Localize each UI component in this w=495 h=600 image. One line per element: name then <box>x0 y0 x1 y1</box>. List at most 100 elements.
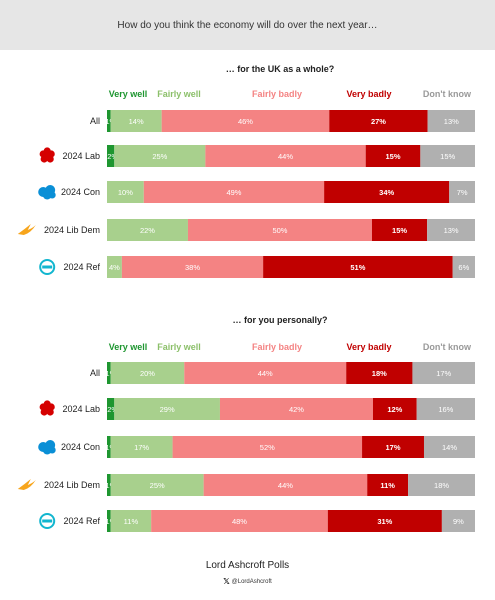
data-label: 17% <box>134 443 149 452</box>
legend-very-well: Very well <box>109 89 148 99</box>
data-label: 4% <box>109 263 120 272</box>
bar-segment-fairly-well <box>107 219 188 241</box>
data-label: 15% <box>440 152 455 161</box>
footer: Lord Ashcroft Polls 𝕏 @LordAshcroft <box>0 560 495 589</box>
data-label: 12% <box>387 405 402 414</box>
data-label: 29% <box>160 405 175 414</box>
bar-segment-fairly-well <box>110 436 173 458</box>
bar-segment-fairly-badly <box>219 398 373 420</box>
data-label: 2% <box>107 152 118 161</box>
bar-segment-very-well <box>107 436 111 458</box>
row-label: 2024 Lab <box>62 151 100 161</box>
data-label: 6% <box>458 263 469 272</box>
data-label: 20% <box>140 369 155 378</box>
data-label: 10% <box>118 188 133 197</box>
data-label: 18% <box>434 481 449 490</box>
bar-segment-fairly-badly <box>205 145 366 167</box>
data-label: 25% <box>150 481 165 490</box>
data-label: 34% <box>379 188 394 197</box>
bar-segment-don-t-know <box>412 362 475 384</box>
bar-segment-don-t-know <box>427 110 475 132</box>
data-label: 9% <box>453 517 464 526</box>
data-label: 11% <box>124 517 139 526</box>
bar-segment-fairly-well <box>110 474 204 496</box>
data-label: 17% <box>436 369 451 378</box>
bar-segment-fairly-well <box>114 145 206 167</box>
bar-segment-fairly-well <box>110 362 185 384</box>
bar-segment-fairly-badly <box>172 436 363 458</box>
data-label: 15% <box>386 152 401 161</box>
x-logo-icon: 𝕏 <box>223 577 230 586</box>
social-handle-row: 𝕏 @LordAshcroft <box>223 577 272 586</box>
data-label: 46% <box>238 117 253 126</box>
bar-segment-very-badly <box>365 145 421 167</box>
legend-fairly-well: Fairly well <box>157 89 201 99</box>
bar-segment-very-well <box>107 362 111 384</box>
bar-segment-fairly-badly <box>151 510 328 532</box>
labour-rose-icon <box>39 147 55 163</box>
bar-segment-very-well <box>107 398 115 420</box>
data-label: 25% <box>152 152 167 161</box>
row-label: All <box>90 368 100 378</box>
legend-very-badly: Very badly <box>346 89 391 99</box>
data-label: 15% <box>392 226 407 235</box>
panel-title: … for the UK as a whole? <box>226 64 335 74</box>
brand-name: Lord Ashcroft Polls <box>205 560 290 571</box>
bar-segment-very-badly <box>367 474 409 496</box>
bar-segment-fairly-badly <box>184 362 347 384</box>
legend-fairly-badly: Fairly badly <box>252 342 302 352</box>
question-text: How do you think the economy will do ove… <box>117 19 378 31</box>
row-label: 2024 Con <box>61 187 100 197</box>
bar-segment-very-well <box>107 510 111 532</box>
row-label: 2024 Lib Dem <box>44 480 100 490</box>
data-label: 44% <box>278 481 293 490</box>
bar-segment-fairly-badly <box>203 474 368 496</box>
data-label: 13% <box>444 226 459 235</box>
bar-segment-fairly-well <box>114 398 220 420</box>
data-label: 42% <box>289 405 304 414</box>
data-label: 18% <box>372 369 387 378</box>
bar-segment-fairly-badly <box>121 256 264 278</box>
bar-segment-very-badly <box>371 219 428 241</box>
bar-segment-don-t-know <box>449 181 475 203</box>
data-label: 14% <box>129 117 144 126</box>
data-label: 11% <box>380 481 395 490</box>
data-label: 13% <box>444 117 459 126</box>
bar-segment-very-well <box>107 110 111 132</box>
data-label: 17% <box>386 443 401 452</box>
bar-segment-don-t-know <box>408 474 475 496</box>
bar-segment-very-well <box>107 145 115 167</box>
bar-segment-fairly-well <box>107 256 122 278</box>
row-label: 2024 Con <box>61 442 100 452</box>
bar-segment-very-badly <box>327 510 442 532</box>
social-handle: @LordAshcroft <box>231 578 272 585</box>
bar-segment-fairly-badly <box>143 181 325 203</box>
libdem-bird-icon <box>17 479 36 490</box>
data-label: 27% <box>371 117 386 126</box>
legend-very-badly: Very badly <box>346 342 391 352</box>
data-label: 14% <box>442 443 457 452</box>
data-label: 22% <box>140 226 155 235</box>
legend-fairly-well: Fairly well <box>157 342 201 352</box>
bar-segment-fairly-badly <box>187 219 372 241</box>
row-label: 2024 Ref <box>63 262 100 272</box>
bar-segment-very-badly <box>346 362 413 384</box>
reform-logo-icon <box>39 259 56 275</box>
data-label: 44% <box>258 369 273 378</box>
row-label: 2024 Lab <box>62 404 100 414</box>
reform-logo-icon <box>39 513 56 529</box>
data-label: 38% <box>185 263 200 272</box>
data-label: 49% <box>226 188 241 197</box>
data-label: 31% <box>377 517 392 526</box>
data-label: 50% <box>272 226 287 235</box>
data-label: 51% <box>350 263 365 272</box>
bar-segment-very-badly <box>263 256 453 278</box>
bar-segment-don-t-know <box>427 219 475 241</box>
data-label: 16% <box>438 405 453 414</box>
bar-segment-fairly-well <box>110 510 152 532</box>
bar-segment-very-badly <box>324 181 450 203</box>
data-label: 48% <box>232 517 247 526</box>
bar-segment-don-t-know <box>420 145 475 167</box>
conservative-tree-icon <box>38 185 56 200</box>
